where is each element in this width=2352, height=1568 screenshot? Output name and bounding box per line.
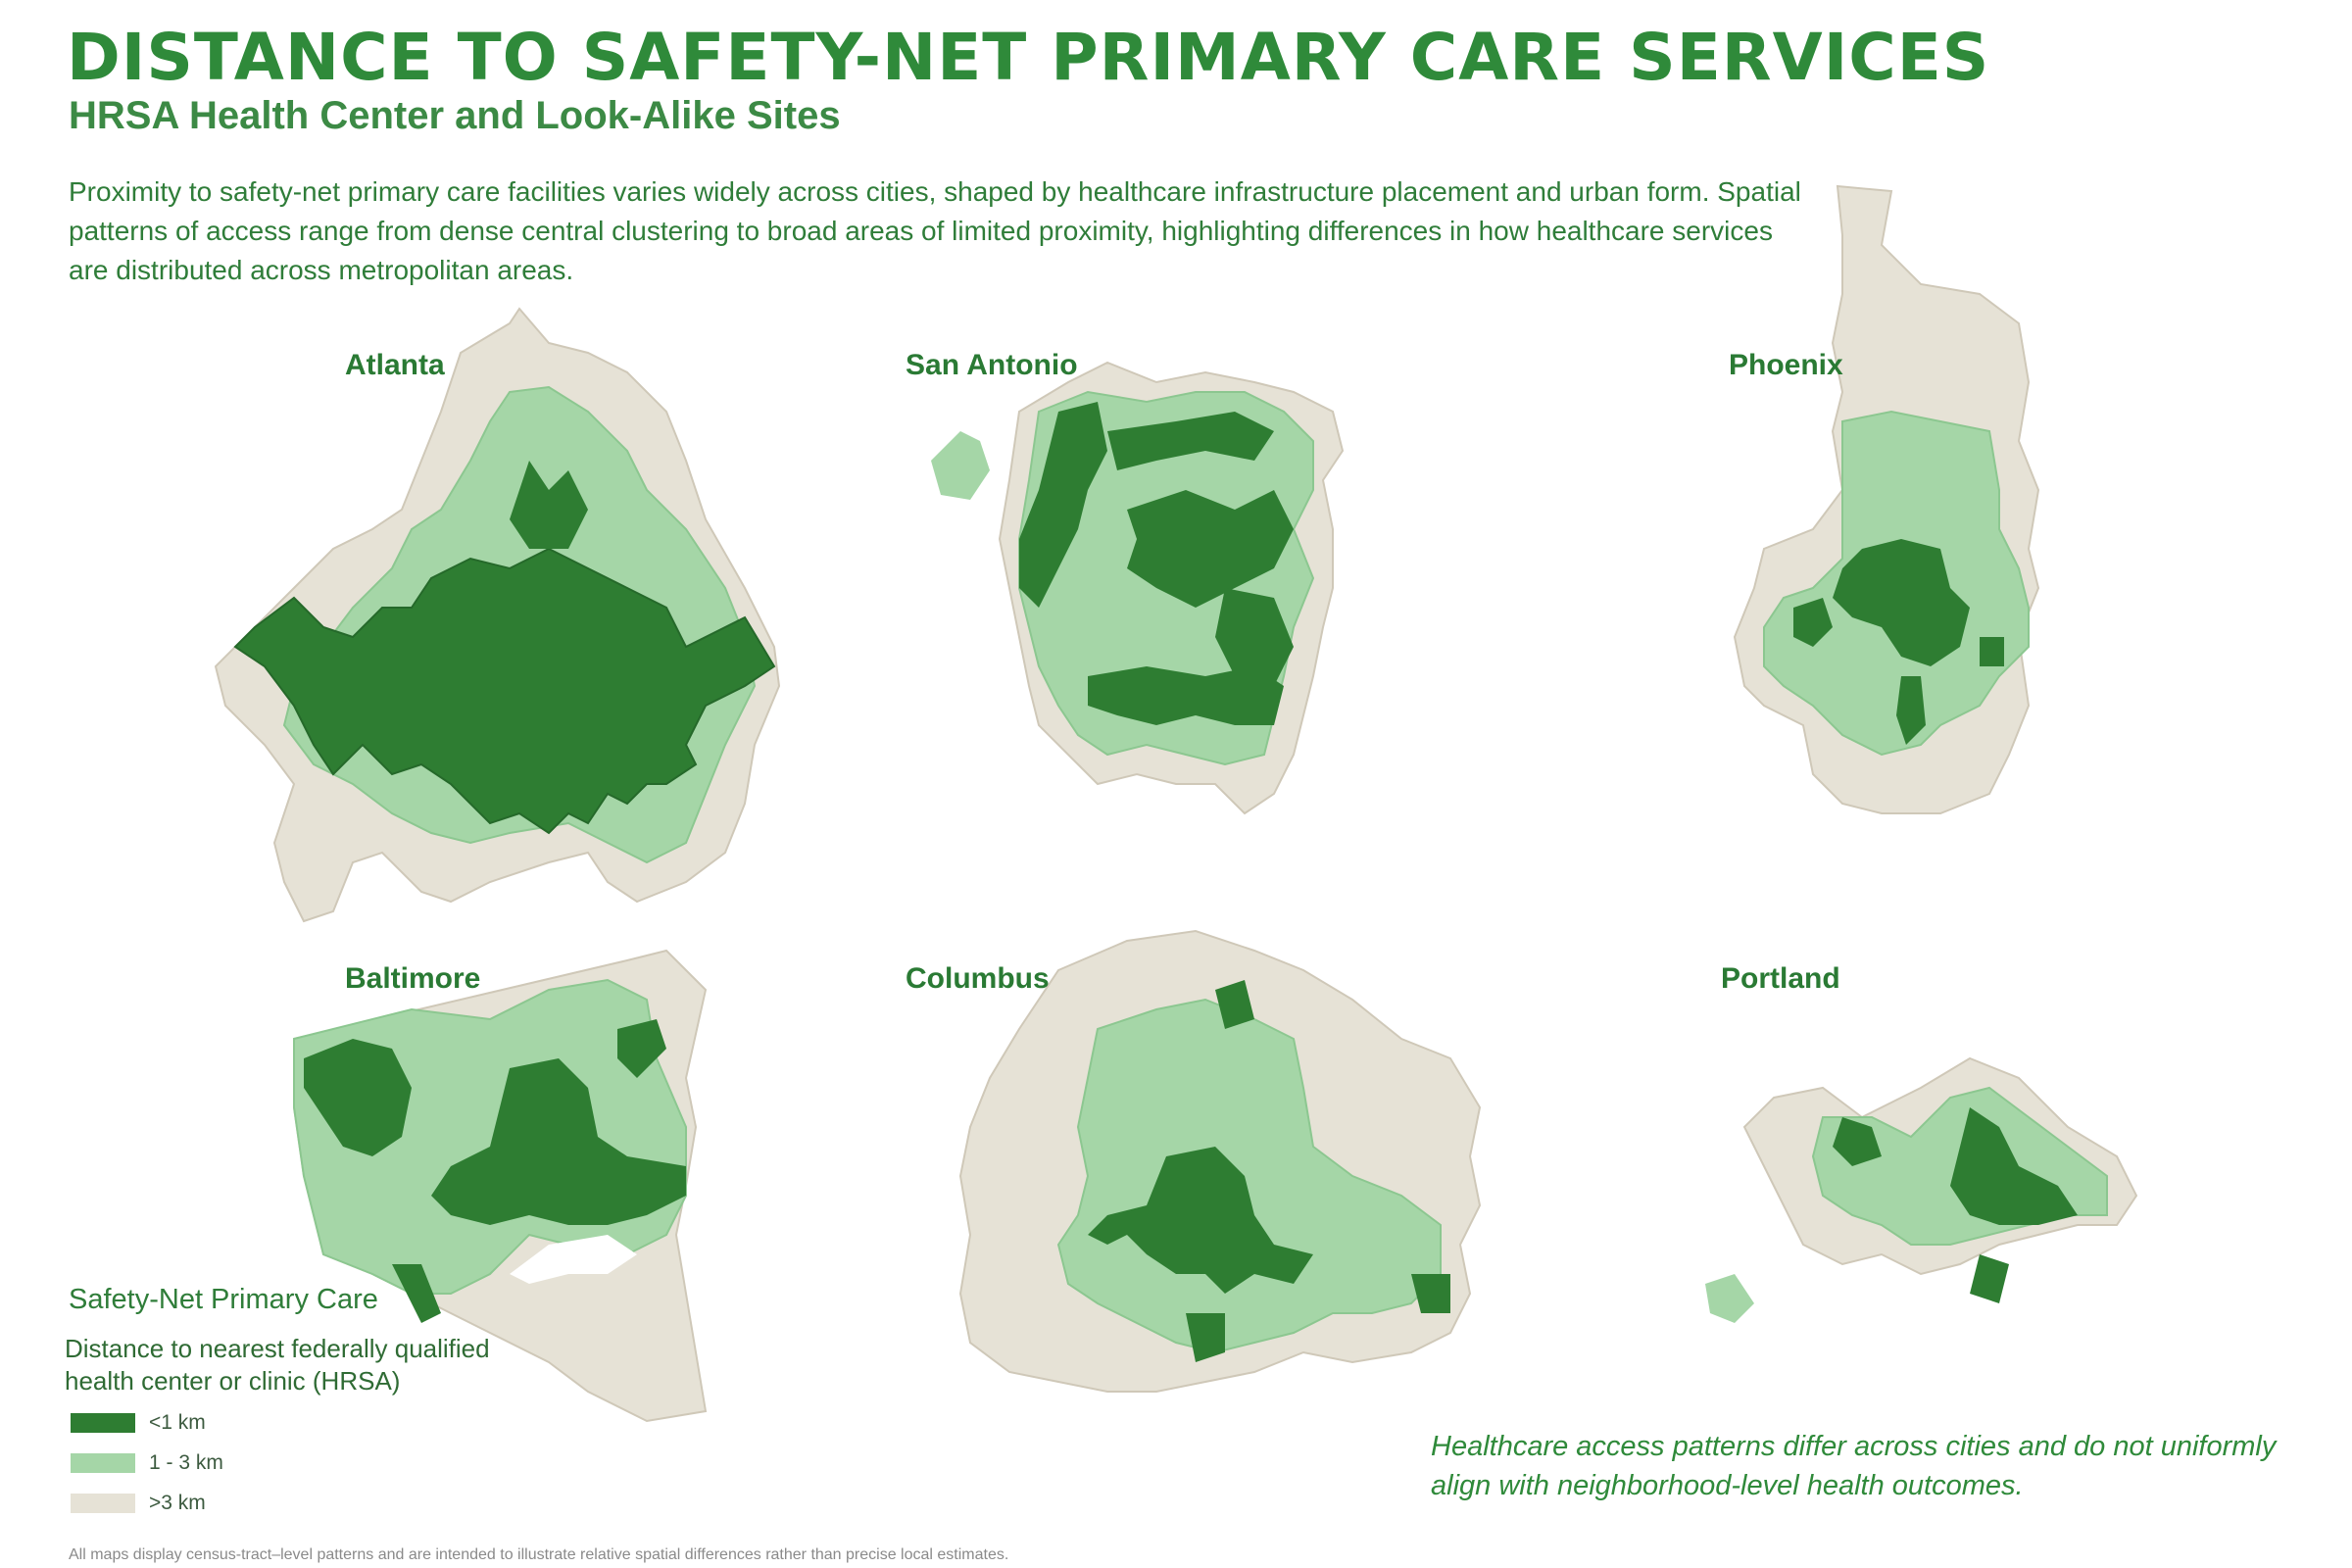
legend-label-mid: 1 - 3 km: [149, 1451, 223, 1474]
atlanta-map: [214, 307, 781, 923]
intro-paragraph: Proximity to safety-net primary care fac…: [69, 176, 1801, 285]
footnote: All maps display census-tract–level patt…: [69, 1546, 1009, 1563]
portland-near-core: [1950, 1107, 2078, 1225]
columbus-near-east: [1411, 1274, 1450, 1313]
san-antonio-near-north: [1107, 412, 1274, 470]
legend-swatch-mid: [71, 1453, 135, 1473]
phoenix-near-west: [1793, 598, 1833, 647]
baltimore-map: [293, 949, 708, 1423]
legend-description: Distance to nearest federally qualified …: [65, 1334, 490, 1396]
phoenix-map: [1733, 184, 2040, 814]
san-antonio-map: [931, 361, 1345, 815]
legend-swatch-far: [71, 1494, 135, 1513]
baltimore-near-north: [617, 1019, 666, 1078]
city-label-columbus: Columbus: [906, 962, 1050, 995]
legend-label-far: >3 km: [149, 1492, 206, 1514]
columbus-near-north: [1215, 980, 1254, 1029]
phoenix-near-core: [1833, 539, 1970, 666]
phoenix-near-east: [1980, 637, 2004, 666]
columbus-map: [958, 929, 1482, 1393]
columbus-near-core: [1088, 1147, 1313, 1294]
legend-item-far: >3 km: [71, 1492, 206, 1515]
san-antonio-near-core: [1127, 490, 1294, 608]
san-antonio-near-se: [1215, 588, 1294, 686]
san-antonio-outlier: [931, 431, 990, 500]
baltimore-near-south: [392, 1264, 441, 1323]
page-subtitle: HRSA Health Center and Look-Alike Sites: [69, 94, 841, 137]
phoenix-near-south: [1896, 676, 1926, 745]
portland-near-west: [1833, 1117, 1882, 1166]
legend-item-mid: 1 - 3 km: [71, 1451, 223, 1475]
page-title: DISTANCE TO SAFETY-NET PRIMARY CARE SERV…: [67, 20, 1990, 95]
portland-near-south: [1970, 1254, 2009, 1303]
san-antonio-near-south: [1088, 666, 1284, 725]
legend-label-near: <1 km: [149, 1411, 206, 1434]
atlanta-near-area: [233, 547, 776, 835]
atlanta-near-north: [510, 461, 588, 549]
columbus-mid-area: [1056, 998, 1442, 1354]
city-label-atlanta: Atlanta: [345, 349, 445, 381]
baltimore-harbor: [510, 1235, 637, 1284]
baltimore-near-west: [304, 1039, 412, 1156]
portland-outlier: [1705, 1274, 1754, 1323]
city-label-portland: Portland: [1721, 962, 1840, 995]
city-label-san-antonio: San Antonio: [906, 349, 1078, 381]
note-text: Healthcare access patterns differ across…: [1431, 1431, 2277, 1501]
legend-swatch-near: [71, 1413, 135, 1433]
legend-item-near: <1 km: [71, 1411, 206, 1435]
san-antonio-near-west: [1019, 402, 1107, 608]
city-label-phoenix: Phoenix: [1729, 349, 1843, 381]
portland-map: [1705, 1056, 2138, 1323]
legend-title: Safety-Net Primary Care: [69, 1284, 378, 1315]
baltimore-near-core: [431, 1058, 686, 1225]
city-label-baltimore: Baltimore: [345, 962, 481, 995]
columbus-near-south: [1186, 1313, 1225, 1362]
